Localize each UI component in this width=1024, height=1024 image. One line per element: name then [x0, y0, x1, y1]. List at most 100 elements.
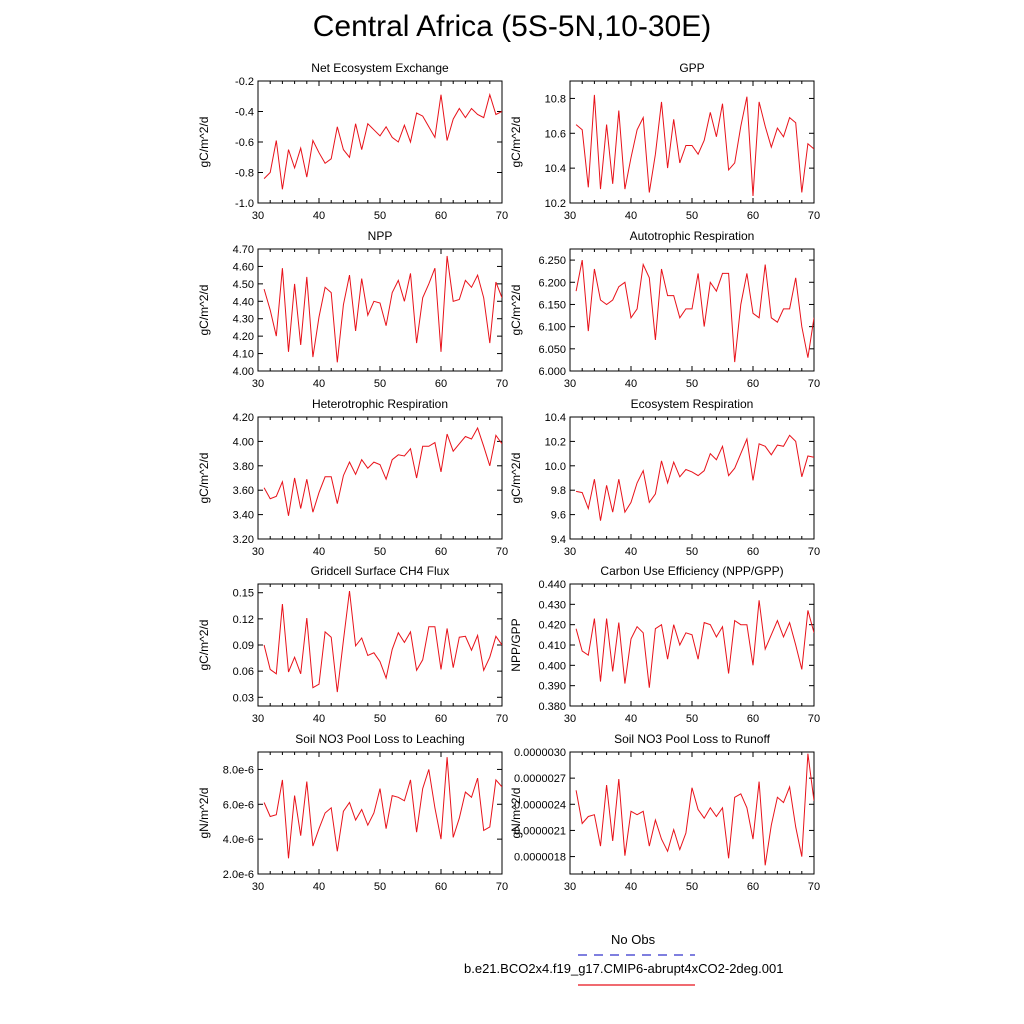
- y-tick-label: 3.20: [233, 534, 254, 546]
- y-tick-label: 0.12: [233, 614, 254, 626]
- series-line: [575, 600, 814, 688]
- y-tick-label: 6.250: [538, 255, 566, 267]
- y-tick-label: 0.06: [233, 666, 254, 678]
- plot-frame: [569, 583, 815, 707]
- chart-title: Autotrophic Respiration: [630, 229, 755, 243]
- y-tick-label: 0.15: [233, 588, 254, 600]
- series-line: [263, 757, 502, 859]
- y-tick-label: 4.0e-6: [223, 834, 254, 846]
- chart-carbon-use-efficiency-npp-gpp: Carbon Use Efficiency (NPP/GPP) 30 40 50 60 7…: [509, 564, 820, 725]
- x-tick-label: 40: [625, 210, 637, 222]
- y-axis-label: gC/m^2/d: [197, 117, 211, 168]
- y-tick-label: 0.390: [538, 681, 566, 693]
- y-axis-label: gC/m^2/d: [197, 620, 211, 671]
- chart-net-ecosystem-exchange: Net Ecosystem Exchange 30 40 50 60 70 -1.0 -0.8…: [197, 61, 508, 222]
- y-tick-label: 10.6: [545, 128, 566, 140]
- plot-frame: [569, 751, 815, 875]
- chart-title: Net Ecosystem Exchange: [311, 61, 449, 75]
- y-tick-label: 3.40: [233, 510, 254, 522]
- x-tick-label: 40: [313, 713, 325, 725]
- x-tick-label: 60: [435, 210, 447, 222]
- x-tick-label: 40: [625, 881, 637, 893]
- x-tick-label: 70: [496, 210, 508, 222]
- chart-title: Heterotrophic Respiration: [312, 397, 448, 411]
- x-tick-label: 30: [564, 378, 576, 390]
- chart-heterotrophic-respiration: Heterotrophic Respiration 30 40 50 60 70 3.20 3…: [197, 397, 508, 558]
- x-tick-label: 70: [496, 881, 508, 893]
- y-tick-label: 3.80: [233, 461, 254, 473]
- y-tick-label: 0.03: [233, 692, 254, 704]
- y-tick-label: 0.0000018: [514, 852, 566, 864]
- y-axis-label: gC/m^2/d: [509, 453, 523, 504]
- y-tick-label: 10.0: [545, 461, 566, 473]
- x-tick-label: 60: [747, 713, 759, 725]
- x-tick-label: 60: [747, 378, 759, 390]
- chart-ecosystem-respiration: Ecosystem Respiration 30 40 50 60 70 9.4 9.6 9.8…: [509, 397, 820, 558]
- plot-frame: [569, 80, 815, 204]
- series-line: [263, 426, 502, 516]
- y-tick-label: 6.0e-6: [223, 799, 254, 811]
- x-tick-label: 60: [435, 881, 447, 893]
- y-tick-label: 4.00: [233, 366, 254, 378]
- x-tick-label: 60: [747, 210, 759, 222]
- y-tick-label: 0.0000021: [514, 825, 566, 837]
- series-line: [263, 590, 502, 693]
- y-tick-label: 8.0e-6: [223, 764, 254, 776]
- x-tick-label: 50: [686, 378, 698, 390]
- y-tick-label: 10.4: [545, 412, 566, 424]
- x-tick-label: 40: [313, 546, 325, 558]
- x-tick-label: 50: [374, 881, 386, 893]
- y-tick-label: 6.100: [538, 322, 566, 334]
- x-tick-label: 50: [374, 378, 386, 390]
- y-tick-label: 3.60: [233, 485, 254, 497]
- chart-gridcell-surface-ch4-flux: Gridcell Surface CH4 Flux 30 40 50 60 70 0.03 0…: [197, 564, 508, 725]
- y-tick-label: 9.6: [551, 510, 566, 522]
- x-tick-label: 70: [496, 713, 508, 725]
- y-tick-label: 4.10: [233, 349, 254, 361]
- chart-title: GPP: [679, 61, 704, 75]
- x-tick-label: 30: [564, 210, 576, 222]
- x-tick-label: 50: [374, 546, 386, 558]
- y-tick-label: 10.8: [545, 93, 566, 105]
- y-axis-label: gC/m^2/d: [509, 117, 523, 168]
- y-tick-label: 4.00: [233, 436, 254, 448]
- x-tick-label: 30: [252, 210, 264, 222]
- chart-gpp: GPP 30 40 50 60 70 10.2 10.4 10.6 10.8 gC/m^2/d: [509, 61, 820, 222]
- y-axis-label: gC/m^2/d: [509, 285, 523, 336]
- x-tick-label: 50: [686, 713, 698, 725]
- y-tick-label: 0.400: [538, 660, 566, 672]
- y-tick-label: 0.0000027: [514, 773, 566, 785]
- y-tick-label: 0.440: [538, 579, 566, 591]
- chart-soil-no3-pool-loss-to-runoff: Soil NO3 Pool Loss to Runoff 30 40 50 60 70 0.…: [509, 732, 820, 893]
- y-tick-label: 6.200: [538, 277, 566, 289]
- plot-frame: [569, 248, 815, 372]
- plot-frame: [257, 751, 503, 875]
- y-tick-label: -0.2: [235, 76, 254, 88]
- x-tick-label: 40: [625, 378, 637, 390]
- series-line: [263, 255, 502, 363]
- x-tick-label: 40: [625, 546, 637, 558]
- y-tick-label: -0.4: [235, 107, 254, 119]
- plot-frame: [569, 416, 815, 540]
- y-tick-label: 6.050: [538, 344, 566, 356]
- y-tick-label: 4.60: [233, 261, 254, 273]
- y-tick-label: 2.0e-6: [223, 869, 254, 881]
- x-tick-label: 30: [252, 378, 264, 390]
- y-tick-label: 4.20: [233, 331, 254, 343]
- x-tick-label: 50: [686, 881, 698, 893]
- chart-title: NPP: [368, 229, 393, 243]
- x-tick-label: 60: [747, 546, 759, 558]
- x-tick-label: 40: [625, 713, 637, 725]
- series-line: [576, 434, 814, 521]
- y-tick-label: 0.380: [538, 701, 566, 713]
- y-tick-label: 0.420: [538, 620, 566, 632]
- x-tick-label: 50: [374, 210, 386, 222]
- x-tick-label: 70: [496, 378, 508, 390]
- y-axis-label: gC/m^2/d: [197, 453, 211, 504]
- y-tick-label: 4.50: [233, 279, 254, 291]
- series-line: [263, 92, 502, 190]
- x-tick-label: 60: [747, 881, 759, 893]
- y-tick-label: -1.0: [235, 198, 254, 210]
- y-tick-label: -0.6: [235, 137, 254, 149]
